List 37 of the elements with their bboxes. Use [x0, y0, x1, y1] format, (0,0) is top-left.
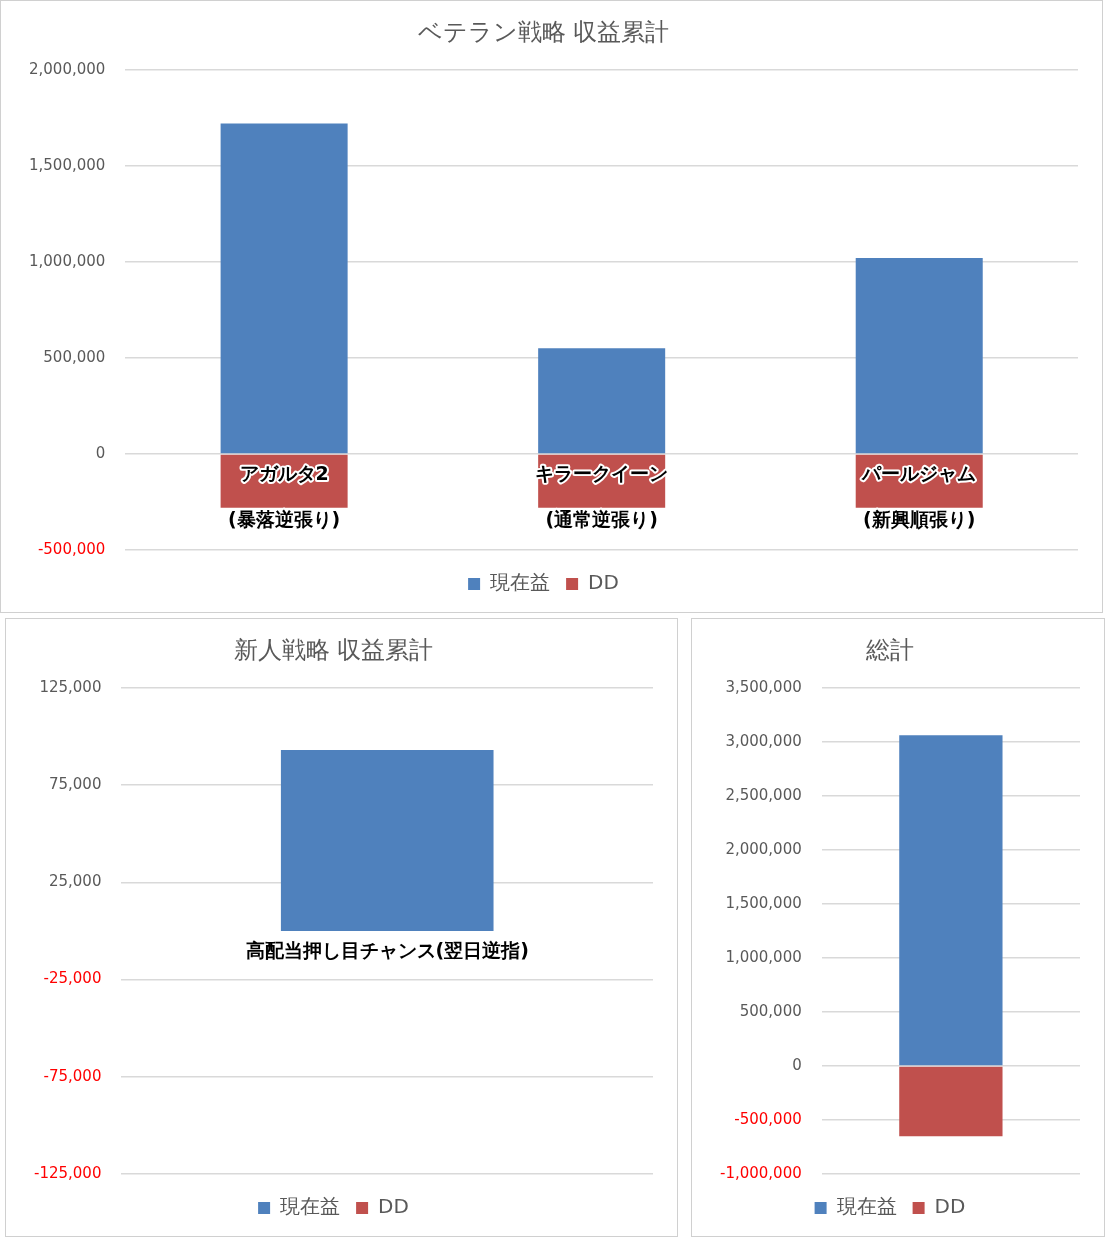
y-tick-label: 1,000,000 — [29, 251, 106, 270]
y-tick-label: -125,000 — [33, 1163, 102, 1182]
category-label: パールジャム (新興順張り) — [862, 462, 977, 531]
legend-label: DD — [378, 1194, 409, 1219]
bar — [538, 348, 666, 454]
y-tick-label: 1,500,000 — [725, 893, 802, 912]
y-tick-label: 1,500,000 — [29, 155, 106, 174]
legend-label: 現在益 — [490, 570, 551, 595]
legend-label: 現在益 — [836, 1194, 897, 1219]
category-label: アガルタ2 (暴落逆張り) — [227, 462, 341, 531]
y-tick-label: 2,500,000 — [725, 785, 802, 804]
y-tick-label: -75,000 — [43, 1066, 102, 1085]
y-tick-label: 2,000,000 — [725, 839, 802, 858]
y-tick-label: 25,000 — [48, 872, 102, 891]
y-tick-label: 75,000 — [48, 774, 102, 793]
legend-label: DD — [588, 570, 619, 595]
y-tick-label: 500,000 — [739, 1001, 802, 1020]
y-tick-label: -500,000 — [734, 1109, 802, 1128]
y-tick-label: 0 — [95, 443, 106, 462]
y-tick-label: -25,000 — [43, 969, 102, 988]
y-tick-label: 500,000 — [43, 347, 106, 366]
y-tick-label: 3,500,000 — [725, 677, 802, 696]
legend-label: DD — [934, 1194, 966, 1219]
y-tick-label: 2,000,000 — [29, 59, 106, 78]
bar — [855, 258, 983, 454]
x-tick-label: 高配当押し目チャンス(翌日逆指) — [245, 939, 529, 962]
chart-title: 新人戦略 収益累計 — [233, 635, 434, 664]
bar — [220, 123, 348, 454]
y-tick-label: 3,000,000 — [725, 731, 802, 750]
y-tick-label: -500,000 — [37, 539, 106, 558]
y-tick-label: 0 — [792, 1055, 802, 1074]
y-tick-label: 1,000,000 — [725, 947, 802, 966]
chart-title: ベテラン戦略 収益累計 — [417, 17, 670, 46]
legend-label: 現在益 — [280, 1194, 341, 1219]
y-tick-label: 125,000 — [39, 677, 102, 696]
chart-title: 総計 — [865, 635, 914, 664]
y-tick-label: -1,000,000 — [719, 1163, 802, 1182]
